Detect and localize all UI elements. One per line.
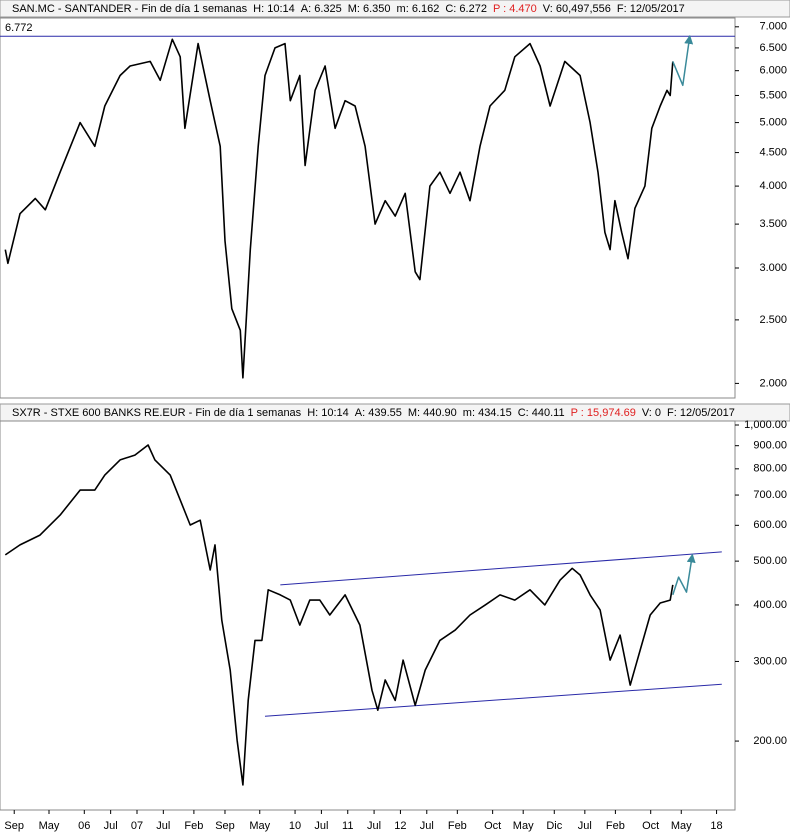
- y-tick-label: 900.00: [753, 440, 787, 452]
- panel-stat: V: 60,497,556: [543, 3, 611, 15]
- x-tick-label: Sep: [4, 820, 24, 832]
- y-tick-label: 3.500: [759, 218, 787, 230]
- y-tick-label: 2.500: [759, 314, 787, 326]
- x-tick-label: Dic: [546, 820, 562, 832]
- panel-stat: F: 12/05/2017: [667, 407, 735, 419]
- y-tick-label: 700.00: [753, 489, 787, 501]
- x-tick-label: 07: [131, 820, 143, 832]
- plot-frame: [0, 17, 736, 399]
- y-tick-label: 6.000: [759, 65, 787, 77]
- trendline: [280, 551, 722, 586]
- panel-header: [0, 0, 790, 18]
- x-tick-label: Jul: [420, 820, 434, 832]
- x-tick-label: Jul: [314, 820, 328, 832]
- panel-stat: M: 6.350: [348, 3, 391, 15]
- projection-line: [672, 34, 694, 87]
- panel-stat: m: 434.15: [463, 407, 512, 419]
- x-tick-label: Jul: [578, 820, 592, 832]
- x-tick-label: 11: [342, 820, 353, 832]
- y-tick-label: 1,000.00: [744, 419, 787, 431]
- y-tick-label: 2.000: [759, 377, 787, 389]
- panel-header-text: SX7R - STXE 600 BANKS RE.EUR - Fin de dí…: [12, 407, 735, 419]
- panel-stat: V: 0: [642, 407, 661, 419]
- panel-stat: A: 6.325: [301, 3, 342, 15]
- y-tick-label: 200.00: [753, 735, 787, 747]
- x-tick-label: 10: [289, 820, 301, 832]
- y-tick-label: 4.500: [759, 146, 787, 158]
- panel-title: SX7R - STXE 600 BANKS RE.EUR - Fin de dí…: [12, 407, 302, 419]
- panel-title: SAN.MC - SANTANDER - Fin de día 1 semana…: [12, 3, 248, 15]
- panel-stat: F: 12/05/2017: [617, 3, 685, 15]
- y-tick-label: 7.000: [759, 21, 787, 33]
- panel-stat: H: 10:14: [307, 407, 349, 419]
- y-tick-label: 600.00: [753, 519, 787, 531]
- panel-stat: H: 10:14: [253, 3, 295, 15]
- x-tick-label: 06: [78, 820, 90, 832]
- plot-frame: [0, 420, 736, 811]
- y-tick-label: 5.000: [759, 116, 787, 128]
- panel-stat: C: 440.11: [518, 407, 565, 419]
- panel-stat: P : 4.470: [493, 3, 537, 15]
- y-tick-label: 300.00: [753, 655, 787, 667]
- x-tick-label: Feb: [448, 820, 467, 832]
- panel-stat: m: 6.162: [397, 3, 440, 15]
- y-tick-label: 400.00: [753, 599, 787, 611]
- x-tick-label: Oct: [642, 820, 659, 832]
- x-tick-label: May: [39, 820, 60, 832]
- x-tick-label: Feb: [606, 820, 625, 832]
- x-tick-label: 12: [394, 820, 406, 832]
- x-tick-label: May: [513, 820, 534, 832]
- panel-stat: P : 15,974.69: [571, 407, 636, 419]
- x-tick-label: Jul: [156, 820, 170, 832]
- x-tick-label: Jul: [367, 820, 381, 832]
- panel-header-text: SAN.MC - SANTANDER - Fin de día 1 semana…: [12, 3, 685, 15]
- x-tick-label: May: [249, 820, 270, 832]
- projection-line: [672, 553, 696, 596]
- y-tick-label: 6.500: [759, 42, 787, 54]
- x-tick-label: 18: [710, 820, 722, 832]
- panel-stat: M: 440.90: [408, 407, 457, 419]
- price-line: [4, 444, 674, 786]
- panel-stat: C: 6.272: [445, 3, 487, 15]
- y-tick-label: 3.000: [759, 262, 787, 274]
- y-tick-label: 4.000: [759, 180, 787, 192]
- y-tick-label: 500.00: [753, 555, 787, 567]
- x-tick-label: May: [671, 820, 692, 832]
- panel-stat: A: 439.55: [355, 407, 402, 419]
- x-tick-label: Oct: [484, 820, 501, 832]
- y-tick-label: 5.500: [759, 89, 787, 101]
- y-tick-label: 800.00: [753, 463, 787, 475]
- price-line: [4, 38, 674, 379]
- horizontal-line-label: 6.772: [5, 22, 33, 34]
- x-tick-label: Sep: [215, 820, 235, 832]
- trendline: [264, 683, 722, 717]
- x-tick-label: Feb: [184, 820, 203, 832]
- x-tick-label: Jul: [104, 820, 118, 832]
